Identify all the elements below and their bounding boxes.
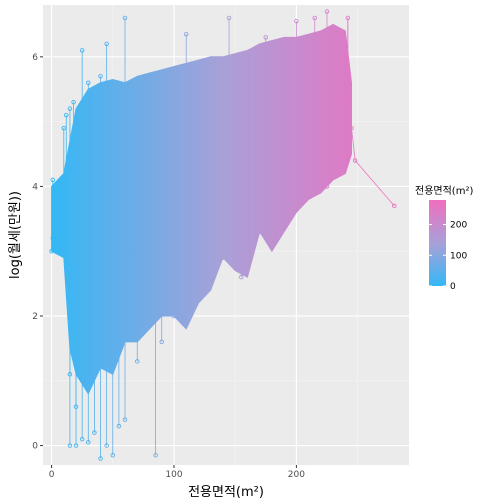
- data-point: [104, 443, 109, 448]
- data-point: [122, 15, 128, 21]
- data-segment: [347, 95, 352, 129]
- data-point: [257, 229, 262, 235]
- data-point: [288, 216, 293, 222]
- data-point: [220, 255, 226, 260]
- data-point: [135, 359, 140, 364]
- data-point: [336, 164, 342, 170]
- x-tick-label: 100: [165, 470, 182, 480]
- data-point: [153, 453, 158, 458]
- data-point: [55, 242, 60, 247]
- data-point: [67, 443, 73, 448]
- y-tick-label: 6: [32, 53, 38, 63]
- data-point: [50, 177, 56, 183]
- data-point: [67, 106, 73, 111]
- data-point: [92, 359, 97, 364]
- data-point: [116, 423, 122, 429]
- legend: 전용면적(m²) 0 100 200: [415, 185, 473, 292]
- data-point: [324, 184, 330, 189]
- data-point: [79, 352, 85, 358]
- data-point: [245, 54, 250, 60]
- data-point: [79, 436, 85, 442]
- legend-tick-label: 0: [450, 282, 456, 292]
- data-point: [67, 372, 73, 377]
- data-point: [79, 48, 85, 53]
- data-point: [86, 80, 91, 85]
- data-point: [159, 339, 164, 345]
- legend-title: 전용면적(m²): [415, 185, 473, 197]
- data-point: [73, 404, 79, 409]
- data-point: [196, 294, 201, 299]
- data-point: [306, 190, 311, 196]
- data-point: [294, 18, 299, 24]
- data-segment: [354, 160, 395, 207]
- x-axis-ticks: 0 100 200: [49, 465, 305, 480]
- data-point: [110, 453, 116, 458]
- data-point: [269, 235, 275, 241]
- data-point: [349, 125, 354, 131]
- data-point: [98, 74, 103, 79]
- data-point: [345, 93, 351, 98]
- data-point: [171, 313, 177, 319]
- y-axis-ticks: 0 2 4 6: [32, 53, 43, 452]
- data-point: [226, 15, 232, 21]
- data-point: [345, 15, 351, 21]
- data-layer: [49, 9, 397, 461]
- data-segment: [351, 128, 356, 161]
- data-point: [312, 15, 317, 21]
- data-point: [51, 190, 57, 196]
- data-point: [49, 248, 54, 254]
- data-point: [86, 440, 91, 445]
- data-point: [98, 456, 103, 461]
- x-tick-label: 0: [49, 470, 55, 480]
- data-point: [183, 31, 189, 37]
- y-tick-label: 2: [32, 312, 38, 322]
- data-point: [73, 443, 79, 448]
- data-point: [392, 203, 397, 209]
- data-point: [64, 112, 69, 118]
- x-tick-label: 200: [288, 470, 305, 480]
- legend-tick-label: 200: [450, 221, 467, 231]
- x-axis-title: 전용면적(m²): [188, 485, 264, 500]
- data-point: [263, 35, 269, 40]
- data-point: [239, 274, 244, 280]
- legend-colorbar: [429, 200, 446, 286]
- data-point: [352, 158, 358, 163]
- legend-ticks: 0 100 200: [429, 221, 467, 292]
- data-point: [128, 326, 134, 332]
- data-point: [61, 125, 67, 131]
- y-tick-label: 4: [32, 182, 38, 192]
- data-point: [122, 417, 128, 422]
- y-tick-label: 0: [32, 442, 38, 452]
- legend-tick-label: 100: [450, 251, 467, 261]
- data-point: [92, 430, 97, 435]
- data-point: [71, 99, 76, 105]
- data-point: [52, 203, 58, 209]
- data-point: [284, 41, 289, 47]
- data-point: [324, 9, 330, 14]
- y-axis-title: log(월세(만원)): [8, 191, 23, 279]
- data-point: [50, 235, 56, 241]
- data-point: [104, 41, 109, 47]
- data-band: [51, 23, 352, 395]
